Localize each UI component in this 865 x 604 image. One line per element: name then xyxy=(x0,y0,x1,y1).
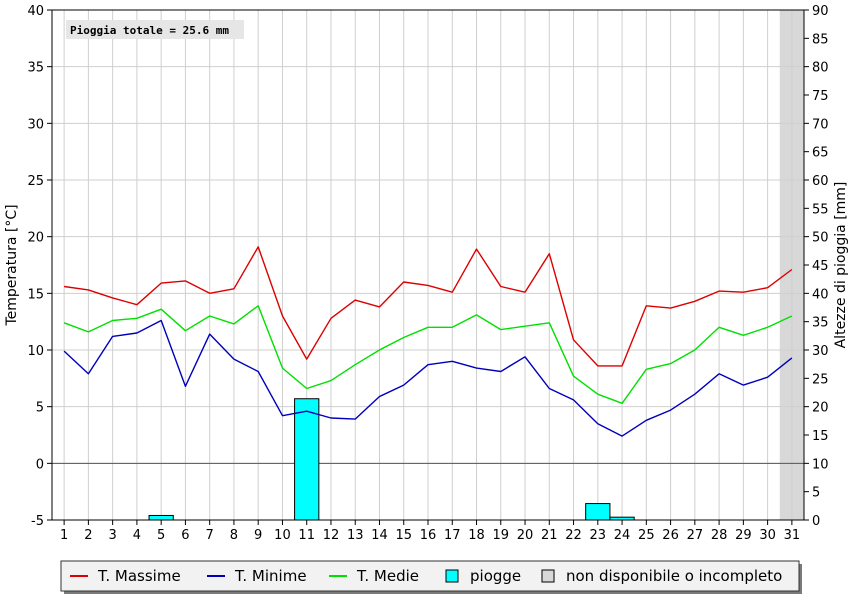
y2-tick-label: 75 xyxy=(812,89,829,104)
rain-bar-day-11 xyxy=(294,398,320,521)
x-tick-label: 30 xyxy=(759,528,776,543)
x-tick-label: 22 xyxy=(565,528,582,543)
x-tick-label: 27 xyxy=(687,528,704,543)
temperature-lines xyxy=(63,246,793,437)
y2-tick-label: 0 xyxy=(812,514,820,529)
t-medie-line xyxy=(63,305,793,404)
annotation-background xyxy=(66,20,244,39)
y2-tick-label: 65 xyxy=(812,146,829,161)
y2-tick-label: 20 xyxy=(812,401,829,416)
x-tick-label: 11 xyxy=(298,528,315,543)
y-tick-label: 0 xyxy=(36,457,44,472)
y-tick-label: 25 xyxy=(27,174,44,189)
y2-tick-label: 25 xyxy=(812,372,829,387)
x-tick-label: 29 xyxy=(735,528,752,543)
t-minime-line xyxy=(63,319,793,437)
legend-label-piogge: piogge xyxy=(470,567,521,585)
y2-tick-label: 55 xyxy=(812,202,829,217)
y2-tick-label: 60 xyxy=(812,174,829,189)
rain-bar-day-23 xyxy=(585,503,611,521)
y2-tick-label: 5 xyxy=(812,486,820,501)
x-tick-label: 10 xyxy=(274,528,291,543)
x-tick-label: 4 xyxy=(133,528,141,543)
x-tick-label: 8 xyxy=(230,528,238,543)
x-tick-label: 18 xyxy=(468,528,485,543)
legend-label-t-medie: T. Medie xyxy=(356,567,419,585)
y2-tick-label: 85 xyxy=(812,32,829,47)
x-tick-label: 28 xyxy=(711,528,728,543)
x-tick-label: 20 xyxy=(517,528,534,543)
legend-box xyxy=(60,560,800,592)
legend-swatch-non-disponibile-o-incompleto xyxy=(541,569,555,583)
y2-tick-label: 35 xyxy=(812,316,829,331)
y-tick-label: 5 xyxy=(36,401,44,416)
y-tick-label: 20 xyxy=(27,231,44,246)
y2-tick-label: 15 xyxy=(812,429,829,444)
x-tick-label: 15 xyxy=(395,528,412,543)
y2-tick-label: 50 xyxy=(812,231,829,246)
y-tick-label: -5 xyxy=(31,514,44,529)
y2-tick-label: 40 xyxy=(812,287,829,302)
legend-label-non-disponibile-o-incompleto: non disponibile o incompleto xyxy=(566,567,782,585)
legend-swatch-piogge xyxy=(445,569,459,583)
rain-total-annotation: Pioggia totale = 25.6 mm xyxy=(70,24,229,37)
grid xyxy=(52,9,804,521)
x-tick-label: 16 xyxy=(420,528,437,543)
y2-axis-label: Altezze di pioggia [mm] xyxy=(833,182,849,349)
annotation-box: Pioggia totale = 25.6 mm xyxy=(66,20,244,39)
y2-tick-label: 90 xyxy=(812,4,829,19)
x-tick-label: 19 xyxy=(493,528,510,543)
y-axis-label: Temperatura [°C] xyxy=(4,204,20,326)
y2-tick-label: 45 xyxy=(812,259,829,274)
y2-tick-label: 70 xyxy=(812,117,829,132)
x-tick-label: 2 xyxy=(84,528,92,543)
x-tick-label: 23 xyxy=(590,528,607,543)
x-tick-label: 13 xyxy=(347,528,364,543)
legend: T. Massime T. Minime T. Medie piogge non dis… xyxy=(60,560,802,594)
y-tick-label: 35 xyxy=(27,61,44,76)
y-tick-label: 30 xyxy=(27,117,44,132)
x-tick-label: 14 xyxy=(371,528,388,543)
x-tick-label: 9 xyxy=(254,528,262,543)
axes: -505101520253035400510152025303540455055… xyxy=(27,4,828,543)
x-tick-label: 26 xyxy=(662,528,679,543)
y-tick-label: 40 xyxy=(27,4,44,19)
x-tick-label: 6 xyxy=(181,528,189,543)
x-tick-label: 12 xyxy=(323,528,340,543)
x-tick-label: 5 xyxy=(157,528,165,543)
x-tick-label: 17 xyxy=(444,528,461,543)
y2-tick-label: 80 xyxy=(812,61,829,76)
rain-bars xyxy=(148,398,635,521)
x-tick-label: 1 xyxy=(60,528,68,543)
x-tick-label: 25 xyxy=(638,528,655,543)
t-massime-line xyxy=(64,246,793,367)
y-tick-label: 15 xyxy=(27,287,44,302)
legend-label-t-minime: T. Minime xyxy=(234,567,307,585)
x-tick-label: 7 xyxy=(206,528,214,543)
x-tick-label: 24 xyxy=(614,528,631,543)
y2-tick-label: 30 xyxy=(812,344,829,359)
y2-tick-label: 10 xyxy=(812,457,829,472)
rain-bar-day-5 xyxy=(148,514,174,521)
x-tick-label: 3 xyxy=(109,528,117,543)
x-tick-label: 31 xyxy=(784,528,801,543)
legend-label-t-massime: T. Massime xyxy=(97,567,181,585)
x-tick-label: 21 xyxy=(541,528,558,543)
y-tick-label: 10 xyxy=(27,344,44,359)
